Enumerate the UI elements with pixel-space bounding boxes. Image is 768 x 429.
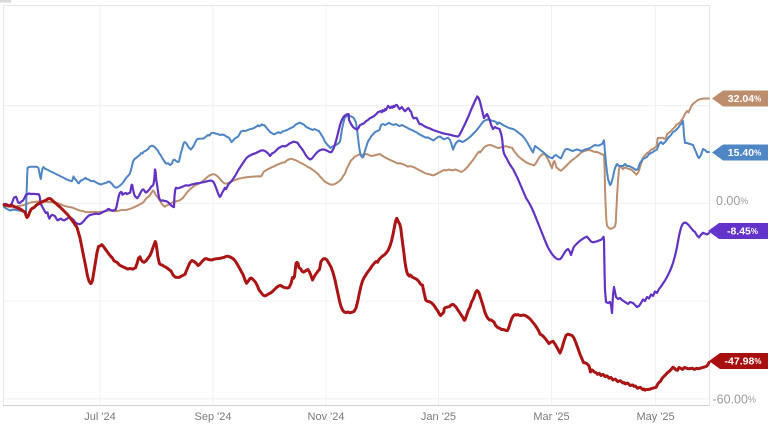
svg-text:-8.45%: -8.45%	[727, 226, 758, 238]
svg-text:Jan '25: Jan '25	[421, 411, 456, 423]
svg-text:32.04%: 32.04%	[728, 93, 761, 105]
svg-text:Sep '24: Sep '24	[195, 411, 232, 423]
svg-text:May '25: May '25	[637, 411, 675, 423]
svg-text:Jul '24: Jul '24	[84, 411, 115, 423]
svg-text:15.40%: 15.40%	[728, 147, 761, 159]
svg-text:Nov '24: Nov '24	[308, 411, 345, 423]
svg-text:-47.98%: -47.98%	[725, 356, 762, 368]
svg-text:0.00%: 0.00%	[716, 194, 748, 208]
svg-text:-60.00%: -60.00%	[713, 393, 756, 407]
svg-text:Mar '25: Mar '25	[533, 411, 569, 423]
